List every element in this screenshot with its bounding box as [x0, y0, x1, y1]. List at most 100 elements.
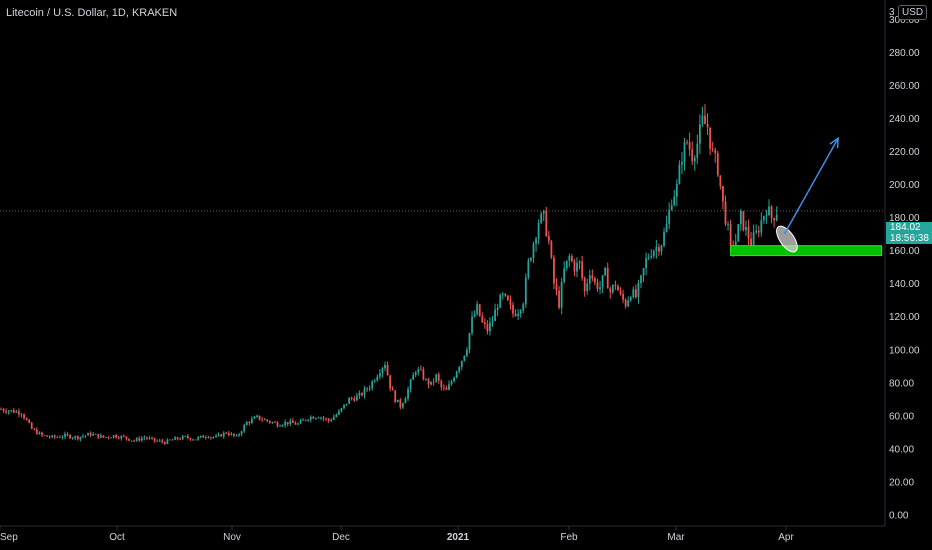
candle-body: [230, 433, 233, 436]
candle-body: [729, 223, 732, 246]
candle-body: [404, 398, 407, 404]
candle-body: [304, 419, 307, 421]
candle-body: [396, 399, 399, 403]
candle-body: [210, 437, 212, 438]
candle-body: [133, 440, 136, 442]
candle-body: [665, 223, 668, 232]
candle-body: [435, 374, 438, 382]
candle-body: [645, 258, 648, 269]
candle-body: [376, 376, 379, 381]
candle-body: [338, 411, 340, 415]
candle-body: [48, 436, 51, 438]
candle-body: [647, 257, 650, 259]
support-zone-rectangle[interactable]: [730, 245, 883, 257]
candle-body: [524, 277, 527, 305]
candle-body: [535, 238, 537, 244]
candle-body: [5, 411, 8, 413]
candle-body: [215, 435, 217, 437]
candle-body: [606, 268, 609, 289]
currency-button[interactable]: USD: [898, 5, 928, 20]
candle-body: [97, 434, 100, 438]
candle-body: [146, 437, 148, 439]
candle-body: [422, 369, 425, 380]
candle-body: [448, 384, 450, 390]
candle-body: [755, 230, 758, 233]
candle-body: [35, 429, 38, 435]
candle-body: [442, 387, 445, 389]
candle-body: [591, 275, 594, 279]
candle-body: [486, 323, 489, 332]
y-tick-label: 280.00: [889, 48, 920, 59]
candle-body: [414, 372, 417, 376]
candle-body: [327, 418, 330, 421]
candle-body: [739, 211, 742, 225]
price-axis[interactable]: 0.00 20.00 40.00 60.00 80.00 100.00 120.00 140.…: [889, 15, 920, 522]
candle-body: [371, 381, 374, 389]
candle-body: [711, 148, 714, 150]
candle-body: [343, 404, 345, 409]
candle-body: [768, 206, 770, 216]
y-tick-label: 180.00: [889, 213, 920, 224]
candle-body: [281, 425, 284, 426]
candle-body: [243, 425, 246, 432]
time-axis[interactable]: Sep Oct Nov Dec 2021 Feb Mar Apr: [0, 526, 794, 543]
drawings-layer[interactable]: [730, 136, 883, 257]
candle-body: [320, 417, 322, 419]
candle-body: [233, 433, 235, 436]
candle-body: [110, 437, 112, 439]
candle-body: [409, 379, 412, 390]
candle-body: [38, 432, 41, 435]
candle-body: [545, 210, 548, 237]
candle-body: [632, 289, 635, 298]
candles-series: [0, 104, 778, 445]
candle-body: [161, 440, 164, 443]
candle-body: [427, 379, 430, 385]
candle-body: [227, 433, 230, 436]
candle-body: [258, 415, 261, 420]
candle-body: [701, 115, 704, 125]
candle-body: [622, 293, 624, 300]
candle-body: [115, 435, 118, 438]
candle-body: [0, 409, 2, 411]
chart-title: Litecoin / U.S. Dollar, 1D, KRAKEN: [6, 7, 178, 19]
forecast-arrow[interactable]: [783, 137, 839, 235]
candle-body: [297, 423, 299, 425]
candle-body: [138, 438, 141, 441]
candle-body: [335, 414, 338, 417]
candle-body: [289, 420, 292, 425]
candle-body: [391, 388, 394, 391]
candle-body: [256, 415, 258, 417]
y-tick-label: 160.00: [889, 246, 920, 257]
candle-body: [399, 399, 402, 408]
candle-body: [299, 420, 302, 424]
candle-body: [509, 300, 512, 305]
candle-body: [291, 420, 294, 423]
candle-body: [176, 437, 179, 439]
candle-body: [757, 230, 760, 233]
candle-body: [261, 419, 264, 421]
candle-body: [225, 432, 228, 434]
candle-body: [197, 437, 200, 440]
highlight-ellipse[interactable]: [773, 223, 802, 256]
candle-body: [33, 428, 36, 430]
candle-body: [547, 236, 550, 242]
candle-body: [84, 435, 87, 437]
candle-body: [770, 206, 773, 219]
candle-body: [204, 437, 207, 438]
candle-body: [220, 434, 223, 437]
last-price-badge: 184.02 18:56:38: [886, 222, 932, 244]
candle-body: [599, 287, 601, 290]
candle-body: [389, 375, 392, 389]
candle-body: [745, 226, 747, 230]
candle-body: [586, 283, 589, 292]
candle-body: [463, 355, 466, 361]
candle-body: [583, 277, 586, 292]
candle-body: [61, 436, 64, 438]
candle-body: [760, 220, 763, 233]
candle-body: [271, 422, 274, 423]
arrow-head: [829, 136, 839, 149]
y-tick-label: 40.00: [889, 444, 914, 455]
candle-body: [222, 432, 225, 437]
candle-body: [663, 231, 665, 246]
